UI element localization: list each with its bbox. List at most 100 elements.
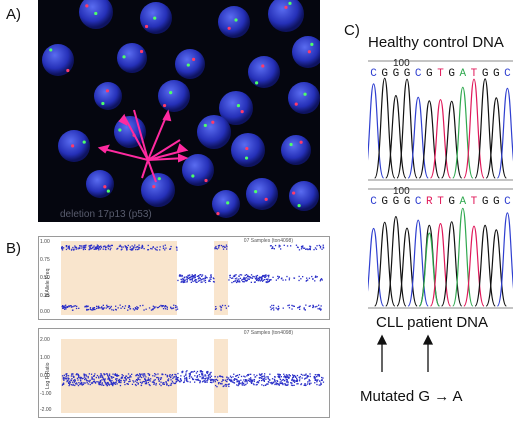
log-r-point: [229, 375, 232, 377]
snp-point: [312, 305, 314, 307]
log-r-point: [214, 375, 216, 378]
snp-point: [257, 278, 259, 280]
log-r-point: [256, 381, 258, 384]
snp-point: [209, 277, 211, 279]
log-r-point: [199, 376, 201, 378]
snp-point: [175, 306, 177, 309]
log-r-point: [139, 375, 142, 377]
log-r-point: [304, 384, 306, 386]
log-r-point: [124, 383, 126, 386]
cell-nucleus: [231, 133, 265, 167]
log-r-point: [282, 378, 285, 381]
log-r-point: [278, 377, 281, 379]
log-r-point: [308, 380, 310, 382]
log-r-point: [211, 378, 214, 381]
snp-point: [224, 304, 226, 307]
log-r-point: [86, 382, 88, 384]
log-r-point: [98, 383, 100, 386]
log-r-point: [222, 385, 224, 388]
log-r-point: [87, 383, 89, 385]
snp-point: [192, 276, 195, 278]
snp-point: [97, 307, 99, 309]
snp-point: [133, 247, 135, 249]
snp-point: [239, 281, 241, 283]
log-r-point: [302, 374, 304, 376]
fish-signal-dot: [157, 177, 161, 181]
log-r-point: [316, 381, 318, 383]
snp-point: [199, 274, 201, 276]
log-r-point: [256, 383, 258, 386]
snp-point: [206, 277, 208, 279]
snp-point: [247, 274, 249, 277]
log-r-point: [129, 375, 131, 377]
log-r-point: [158, 377, 160, 379]
log-r-point: [204, 374, 206, 376]
snp-point: [249, 277, 252, 279]
snp-point: [136, 246, 138, 248]
fish-signal-dot: [211, 120, 215, 124]
snp-point: [270, 245, 272, 247]
snp-point: [261, 277, 263, 279]
log-r-point: [235, 375, 238, 377]
fish-signal-dot: [264, 197, 268, 201]
log-r-point: [212, 381, 214, 383]
snp-point: [109, 245, 111, 247]
log-r-point: [82, 383, 85, 386]
fish-signal-dot: [66, 68, 70, 73]
log-r-point: [98, 382, 101, 384]
fish-signal-dot: [139, 49, 144, 54]
log-r-point: [303, 374, 306, 376]
log-r-point: [83, 382, 85, 384]
snp-point: [137, 307, 139, 309]
log-r-point: [116, 375, 118, 377]
snp-point: [322, 244, 324, 246]
snp-point: [127, 306, 130, 308]
log-r-point: [250, 378, 252, 380]
log-r-point: [284, 383, 286, 385]
log-r-point: [238, 383, 241, 385]
snp-point: [275, 279, 277, 281]
snp-point: [162, 305, 165, 307]
log-r-point: [277, 373, 279, 375]
snp-point: [136, 308, 138, 310]
log-r-point: [149, 384, 151, 387]
log-r-point: [134, 383, 137, 386]
log-r-point: [73, 376, 75, 378]
snp-point: [156, 249, 158, 251]
snp-point: [138, 248, 140, 250]
snp-point: [103, 307, 105, 309]
snp-point: [171, 308, 173, 310]
log-r-point: [145, 376, 147, 378]
snp-point: [213, 278, 215, 280]
log-r-point: [66, 375, 68, 377]
cell-nucleus: [248, 56, 280, 88]
log-r-point: [108, 373, 111, 375]
log-r-point: [281, 382, 283, 384]
base-call: G: [392, 68, 400, 80]
log-r-point: [115, 375, 118, 377]
log-r-point: [116, 378, 118, 380]
snp-point: [200, 274, 202, 276]
snp-point: [319, 308, 321, 310]
log-r-point: [304, 383, 306, 385]
snp-point: [186, 281, 188, 283]
fish-cells-illustration: [42, 0, 320, 218]
log-r-point: [284, 379, 286, 382]
log-r-point: [149, 380, 151, 382]
log-r-point: [287, 376, 289, 378]
log-r-point: [103, 380, 106, 382]
log-r-point: [90, 373, 93, 375]
log-r-point: [78, 375, 80, 378]
log-r-point: [118, 381, 120, 383]
snp-point: [278, 307, 280, 309]
snp-point: [235, 281, 238, 284]
snp-point: [84, 244, 86, 247]
cell-nucleus: [175, 49, 205, 79]
log-r-point: [61, 384, 64, 386]
snp-point: [102, 308, 104, 310]
log-r-point: [151, 381, 154, 383]
log-r-point: [268, 379, 271, 381]
log-r-point: [183, 381, 185, 384]
snp-point: [299, 305, 301, 307]
log-r-point: [251, 380, 253, 382]
